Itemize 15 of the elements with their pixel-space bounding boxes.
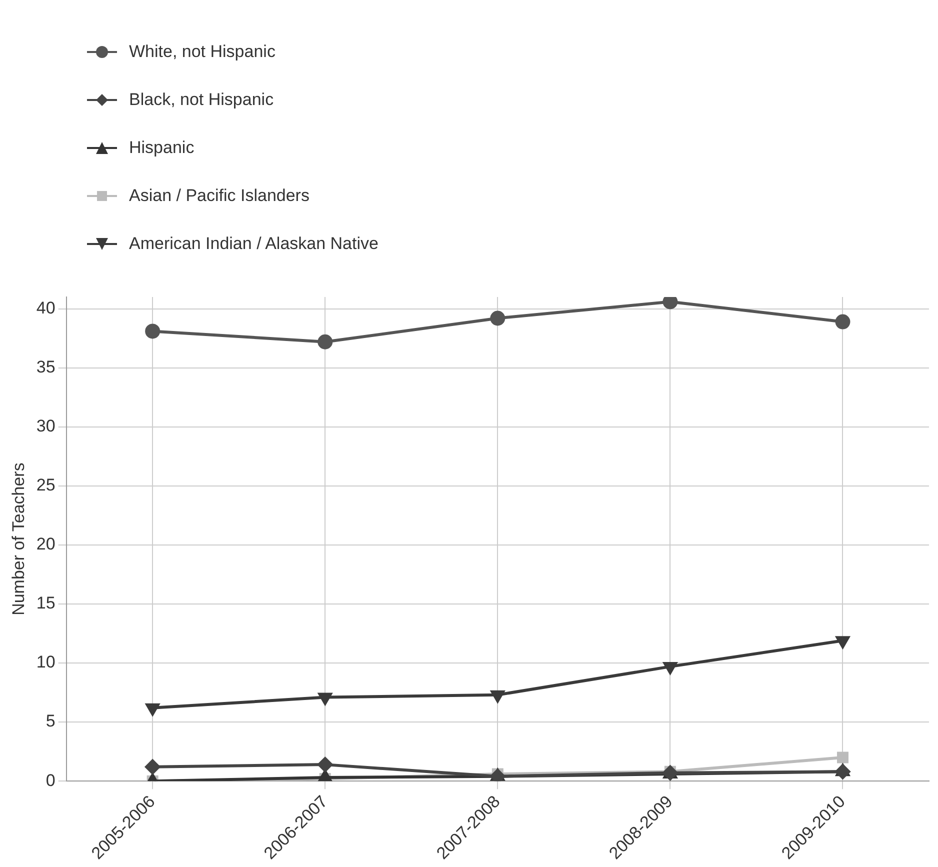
legend-label: Asian / Pacific Islanders [129, 186, 310, 206]
legend-label: Black, not Hispanic [129, 90, 274, 110]
y-tick-label: 35 [36, 358, 56, 377]
y-tick-label: 20 [36, 534, 56, 554]
y-tick-label: 30 [36, 416, 56, 436]
y-tick-label: 25 [36, 476, 56, 495]
legend-label: American Indian / Alaskan Native [129, 234, 378, 254]
y-tick-label: 0 [46, 770, 56, 790]
y-tick-label: 10 [36, 652, 56, 672]
legend-label: Hispanic [129, 138, 194, 158]
legend-label: White, not Hispanic [129, 42, 276, 62]
y-tick-label: 40 [36, 298, 56, 318]
y-tick-label: 5 [46, 712, 56, 731]
y-axis-title: Number of Teachers [8, 462, 28, 616]
y-tick-label: 15 [36, 594, 56, 613]
